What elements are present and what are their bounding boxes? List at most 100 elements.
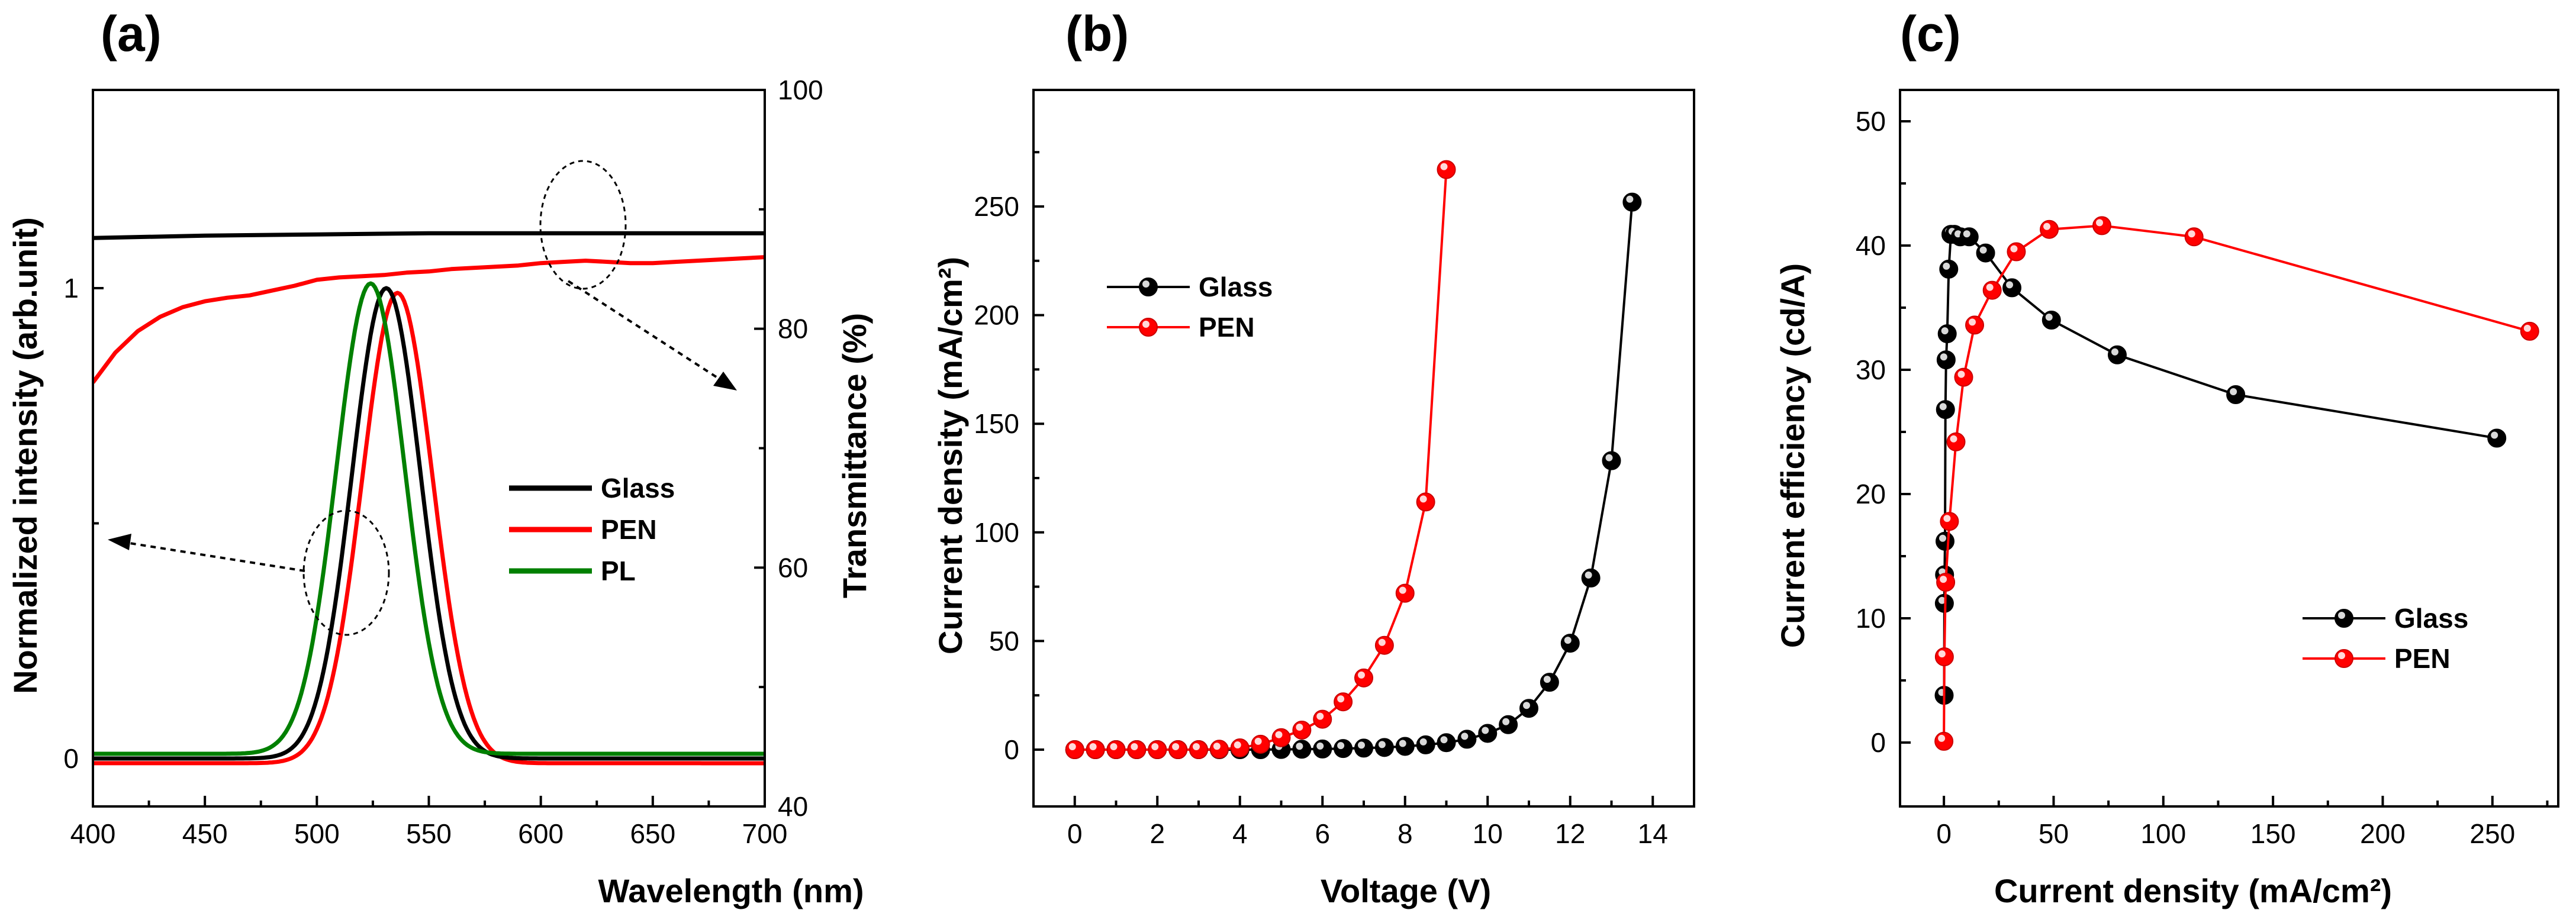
data-point-pen-body [1334, 692, 1353, 712]
panel-a-ylabel: Normalized intensity (arb.unit) [7, 217, 44, 694]
data-point-pen-body [1148, 740, 1167, 759]
data-point-pen-highlight [1399, 586, 1406, 594]
series-line-glass [93, 231, 765, 240]
data-point-pen-body [1251, 734, 1270, 754]
data-point-glass-highlight [1482, 727, 1489, 734]
data-point-pen-body [1189, 740, 1208, 759]
data-point-pen-highlight [1419, 495, 1427, 503]
panel-c-ytick-label: 40 [1856, 230, 1886, 261]
data-point-pen-body [1940, 512, 1959, 531]
data-point-pen-highlight [1110, 743, 1118, 750]
panel-a-ytick-right-label: 80 [778, 314, 808, 344]
data-point-pen-body [2040, 220, 2059, 239]
legend-marker-pen-highlight [2338, 652, 2345, 659]
data-point-glass-highlight [1939, 534, 1946, 542]
data-point-pen-body [1936, 573, 1956, 592]
data-point-pen [2184, 227, 2204, 247]
data-point-pen [1934, 731, 1954, 751]
series-line-pen [1074, 169, 1448, 751]
data-point-pen-body [2184, 227, 2204, 247]
panel-a-ytick-label: 1 [63, 273, 79, 304]
data-point-pen-highlight [1089, 743, 1097, 750]
data-point-pen-highlight [2043, 222, 2051, 230]
data-point-pen [2092, 216, 2112, 235]
data-point-glass-highlight [1399, 740, 1406, 747]
data-point-glass [1292, 740, 1312, 759]
data-point-pen-highlight [1950, 435, 1957, 443]
data-point-glass [1416, 735, 1435, 754]
data-point-glass [1936, 350, 1956, 370]
legend-label-glass: Glass [1199, 272, 1273, 302]
data-point-glass-body [2002, 278, 2022, 298]
series-line-pl-glass [93, 286, 765, 761]
data-point-pen-body [2092, 216, 2112, 235]
data-point-pen-highlight [1234, 741, 1241, 749]
panel-a-xtick-label: 400 [70, 818, 116, 849]
data-point-pen-body [1354, 668, 1373, 688]
data-point-pen [1209, 740, 1229, 759]
pl-ellipse [302, 509, 390, 636]
legend-marker-pen-body [1139, 318, 1158, 337]
panel-a-axes: 400 450 500 550 600 650 700 0 1 40 60 80 100 [63, 75, 823, 849]
data-point-pen-body [2007, 242, 2026, 262]
series-line-glass [1074, 202, 1634, 751]
legend-label-pen: PEN [1199, 312, 1255, 343]
panel-b-series [1065, 160, 1642, 759]
data-point-glass-body [1976, 243, 1995, 263]
panel-a-xtick-label: 450 [182, 818, 228, 849]
panel-b-ytick-label: 100 [974, 517, 1019, 548]
data-point-glass [2042, 311, 2061, 330]
data-point-glass [1313, 739, 1332, 759]
data-point-pen-highlight [1275, 731, 1283, 738]
data-point-glass-body [1602, 451, 1621, 470]
panel-a-xtick-label: 550 [406, 818, 452, 849]
data-point-pen-highlight [1193, 743, 1200, 750]
data-point-pen-highlight [1151, 743, 1159, 750]
data-point-glass-body [1581, 568, 1601, 588]
legend-marker-glass-highlight [2338, 612, 2345, 619]
data-point-glass-highlight [2045, 314, 2053, 321]
data-point-pen-highlight [1378, 638, 1386, 646]
data-point-glass-highlight [1940, 353, 1947, 361]
data-point-glass-body [1939, 259, 1959, 279]
panel-label-b: (b) [1065, 6, 1129, 62]
panel-c-xtick-label: 250 [2469, 818, 2515, 849]
data-point-glass-body [1937, 324, 1957, 344]
series-line-pen [93, 255, 765, 384]
data-point-glass-body [1395, 737, 1415, 756]
data-point-pen-body [1416, 492, 1435, 512]
data-point-glass [2226, 385, 2246, 404]
panel-c-ytick-label: 20 [1856, 479, 1886, 509]
data-point-pen [1946, 432, 1966, 451]
data-point-glass-body [1374, 738, 1394, 757]
data-point-glass-highlight [2111, 348, 2118, 356]
panel-b-xtick-label: 14 [1638, 818, 1668, 849]
data-point-glass-highlight [1523, 702, 1530, 709]
data-point-glass-body [1457, 730, 1477, 749]
panel-a-xtick-label: 500 [294, 818, 340, 849]
data-point-pen-highlight [1938, 650, 1946, 658]
data-point-pen [1934, 647, 1954, 667]
panel-b-ylabel: Current density (mA/cm²) [932, 257, 969, 654]
pl-arrowhead [108, 534, 131, 550]
data-point-pen-body [1934, 647, 1954, 667]
data-point-glass-body [1959, 227, 1979, 247]
data-point-glass [1959, 227, 1979, 247]
data-point-glass-highlight [1979, 246, 1987, 254]
data-point-pen-highlight [1172, 743, 1180, 750]
data-point-pen-body [1271, 728, 1291, 747]
panel-a-ytick-right-label: 40 [778, 791, 808, 822]
data-point-pen-body [1946, 432, 1966, 451]
data-point-glass-highlight [1543, 676, 1551, 683]
data-point-pen-highlight [1131, 743, 1138, 750]
panel-a-plot-area [93, 231, 765, 766]
panel-a-ytick-label: 0 [63, 743, 79, 774]
data-point-glass-body [1478, 724, 1498, 743]
panel-c-ytick-label: 50 [1856, 106, 1886, 137]
panel-b-frame [1032, 89, 1695, 808]
data-point-pen-body [1965, 315, 1985, 335]
data-point-glass-highlight [1461, 732, 1469, 740]
data-point-pen-body [1954, 367, 1973, 387]
data-point-glass [1437, 733, 1456, 753]
panel-b-xtick-label: 12 [1555, 818, 1585, 849]
